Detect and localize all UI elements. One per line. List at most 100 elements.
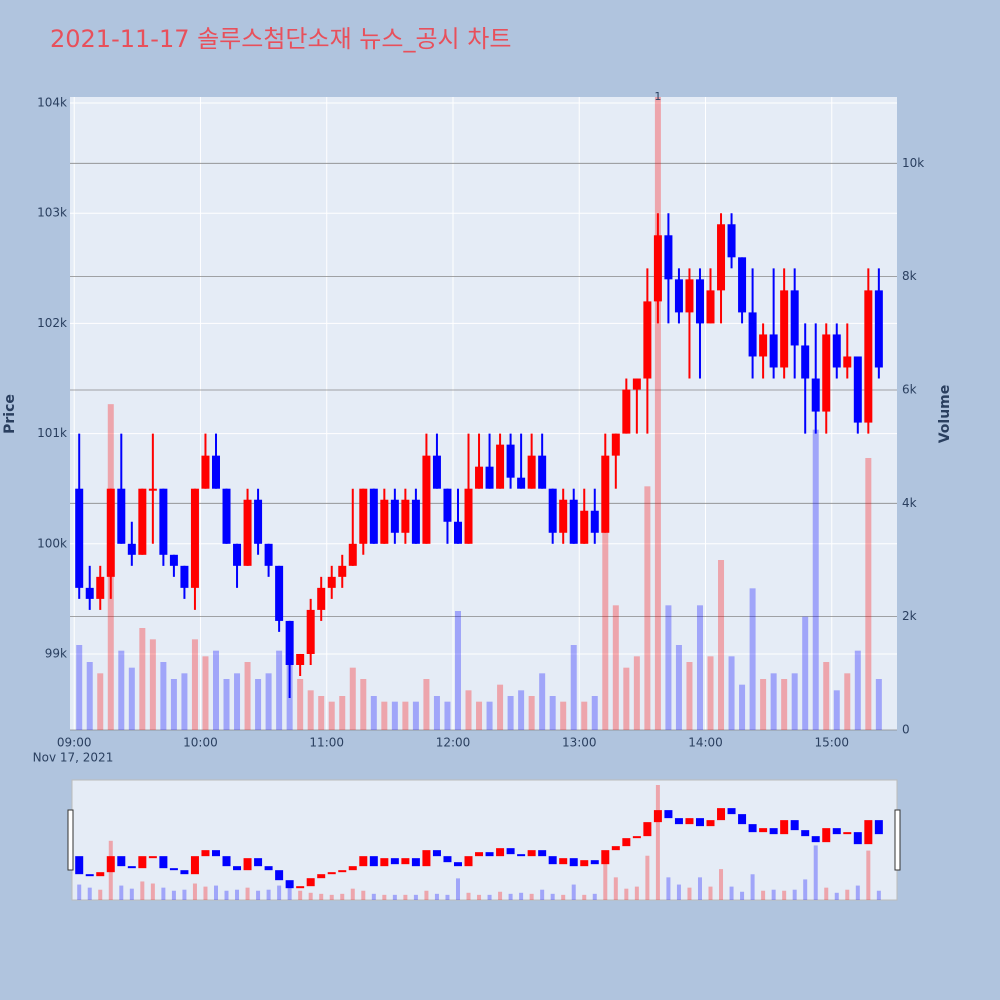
y2-tick-label: 2k	[902, 609, 917, 623]
slider-volume-bar	[371, 893, 376, 900]
volume-bar	[339, 695, 346, 730]
candle-body	[717, 224, 726, 291]
volume-bar	[423, 678, 430, 730]
slider-candle	[727, 808, 736, 815]
volume-bar	[802, 616, 809, 730]
volume-bar	[139, 627, 146, 730]
volume-bar	[181, 673, 188, 730]
slider-candle	[706, 820, 715, 827]
slider-candle	[717, 808, 726, 821]
slider-candle	[243, 858, 252, 871]
candle-body	[590, 510, 599, 533]
slider-candle	[748, 824, 757, 833]
slider-volume-bar	[477, 894, 482, 900]
volume-bar	[265, 673, 272, 730]
candle-body	[275, 565, 284, 621]
slider-candle	[843, 832, 852, 835]
slider-volume-bar	[235, 889, 240, 900]
slider-volume-bar	[140, 881, 145, 900]
volume-bar	[255, 678, 262, 730]
volume-bar	[128, 667, 135, 730]
slider-volume-bar	[150, 883, 155, 900]
slider-volume-bar	[676, 884, 681, 900]
candle-body	[580, 510, 589, 544]
slider-volume-bar	[519, 892, 524, 900]
candle-body	[769, 334, 778, 368]
volume-bar	[812, 429, 819, 730]
candle-body	[864, 290, 873, 423]
slider-candle	[159, 856, 168, 869]
volume-bar	[539, 673, 546, 730]
slider-volume-bar	[319, 893, 324, 900]
volume-bar	[76, 644, 83, 730]
candle-body	[506, 444, 515, 478]
y-tick-label: 101k	[37, 426, 67, 440]
volume-bar	[486, 701, 493, 730]
candle-body	[264, 543, 273, 566]
slider-candle	[674, 818, 683, 825]
candle-body	[674, 279, 683, 313]
slider-volume-bar	[445, 894, 450, 900]
candle-body	[832, 334, 841, 368]
annotation: 1	[654, 90, 661, 103]
volume-bar	[675, 644, 682, 730]
slider-volume-bar	[171, 890, 176, 900]
slider-candle	[864, 820, 873, 845]
y2-tick-label: 8k	[902, 269, 917, 283]
x-date-label: Nov 17, 2021	[33, 751, 114, 765]
candle-body	[117, 488, 126, 544]
volume-bar	[454, 610, 461, 730]
slider-candle	[75, 856, 84, 875]
slider-candle	[569, 858, 578, 867]
y2-tick-label: 0	[902, 723, 910, 737]
slider-volume-bar	[729, 886, 734, 900]
volume-bar	[591, 695, 598, 730]
slider-candle	[254, 858, 263, 867]
slider-volume-bar	[645, 855, 650, 900]
slider-candle	[369, 856, 378, 867]
slider-candle	[422, 850, 431, 867]
candle-body	[453, 521, 462, 544]
slider-volume-bar	[719, 869, 724, 900]
volume-bar	[728, 656, 735, 730]
candle-body	[548, 488, 557, 533]
candle-body	[685, 279, 694, 313]
slider-volume-bar	[487, 894, 492, 900]
slider-handle[interactable]	[894, 809, 901, 871]
volume-bar	[433, 695, 440, 730]
slider-candle	[401, 858, 410, 865]
candle-body	[611, 433, 620, 456]
slider-candle	[695, 818, 704, 827]
volume-bar	[623, 667, 630, 730]
slider-candle	[590, 860, 599, 865]
slider-candle	[496, 848, 505, 857]
slider-volume-bar	[308, 892, 313, 900]
slider-volume-bar	[87, 887, 92, 900]
volume-bar	[833, 690, 840, 730]
candle-body	[148, 488, 157, 491]
range-slider[interactable]	[71, 779, 898, 901]
slider-candle	[138, 856, 147, 869]
candle-body	[822, 334, 831, 412]
volume-bar	[307, 690, 314, 730]
slider-candle	[485, 852, 494, 857]
candle-body	[759, 334, 768, 357]
slider-volume-bar	[655, 785, 660, 900]
slider-volume-bar	[350, 888, 355, 900]
volume-bar	[518, 690, 525, 730]
volume-bar	[297, 678, 304, 730]
slider-candle	[85, 874, 94, 877]
slider-candle	[106, 856, 115, 873]
slider-handle[interactable]	[67, 809, 74, 871]
volume-bar	[86, 661, 93, 730]
slider-volume-bar	[266, 889, 271, 900]
candle-body	[222, 488, 231, 544]
slider-volume-bar	[687, 887, 692, 900]
volume-bar	[770, 673, 777, 730]
volume-bar	[581, 701, 588, 730]
slider-candle	[853, 832, 862, 845]
candle-body	[874, 290, 883, 368]
y-tick-label: 100k	[37, 536, 67, 550]
slider-candle	[306, 878, 315, 887]
slider-candle	[769, 828, 778, 835]
